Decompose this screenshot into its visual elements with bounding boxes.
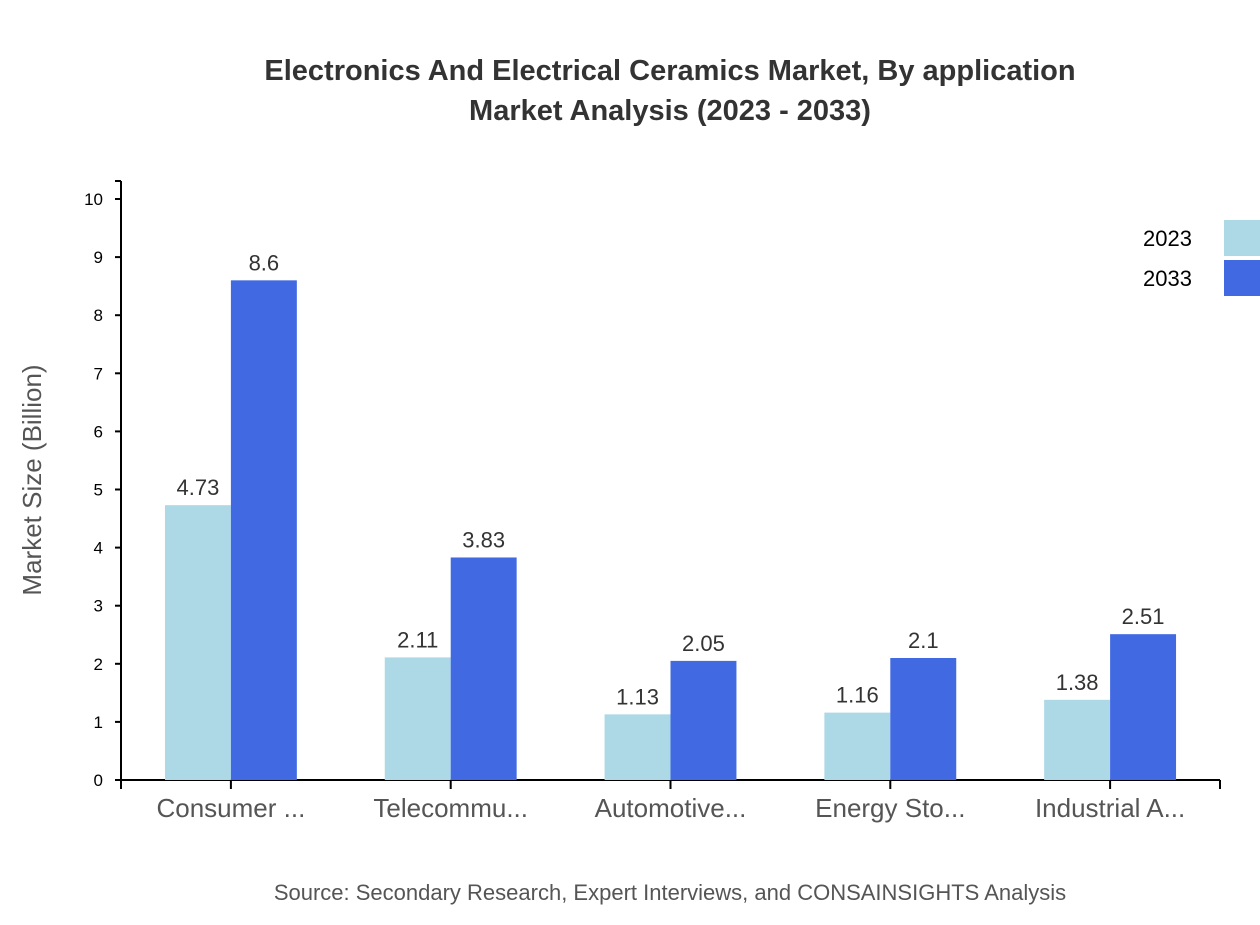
y-tick-label: 7 [94,364,103,383]
y-tick-label: 6 [94,422,103,441]
x-tick-label: Automotive... [595,793,747,823]
bar-2033 [890,657,957,780]
y-tick-label: 2 [94,655,103,674]
bar-2033 [230,280,297,780]
chart-title-line-1: Electronics And Electrical Ceramics Mark… [264,55,1075,87]
data-label: 3.83 [462,527,505,552]
data-label: 4.73 [177,475,220,500]
y-tick-label: 3 [94,597,103,616]
data-label: 2.05 [682,631,725,656]
data-label: 2.1 [908,628,939,653]
bar-2033 [1110,634,1177,780]
bar-2023 [164,505,231,780]
x-tick-label: Consumer ... [156,793,305,823]
y-tick-label: 5 [94,481,103,500]
x-tick-label: Telecommu... [373,793,528,823]
legend-label: 2023 [1143,226,1192,251]
data-label: 8.6 [249,250,280,275]
legend-swatch-2033 [1224,260,1260,296]
bar-2023 [1044,699,1111,780]
bar-2033 [670,660,737,780]
y-tick-label: 10 [84,190,103,209]
legend-swatch-2023 [1224,220,1260,256]
chart-title-line-2: Market Analysis (2023 - 2033) [469,95,871,127]
data-label: 1.16 [836,683,879,708]
bar-2023 [384,657,451,780]
bar-2023 [604,714,671,780]
bar-2033 [450,557,517,780]
legend-label: 2033 [1143,266,1192,291]
y-tick-label: 1 [94,713,103,732]
data-label: 2.11 [397,627,438,652]
y-tick-label: 8 [94,306,103,325]
source-note: Source: Secondary Research, Expert Inter… [274,880,1066,905]
bar-2023 [824,712,891,780]
y-tick-label: 4 [94,539,103,558]
data-label: 1.38 [1056,670,1099,695]
x-tick-label: Energy Sto... [815,793,965,823]
x-tick-label: Industrial A... [1035,793,1185,823]
y-axis-label: Market Size (Billion) [17,364,47,595]
data-label: 1.13 [616,684,659,709]
y-tick-label: 9 [94,248,103,267]
y-tick-label: 0 [94,771,103,790]
data-label: 2.51 [1122,604,1165,629]
